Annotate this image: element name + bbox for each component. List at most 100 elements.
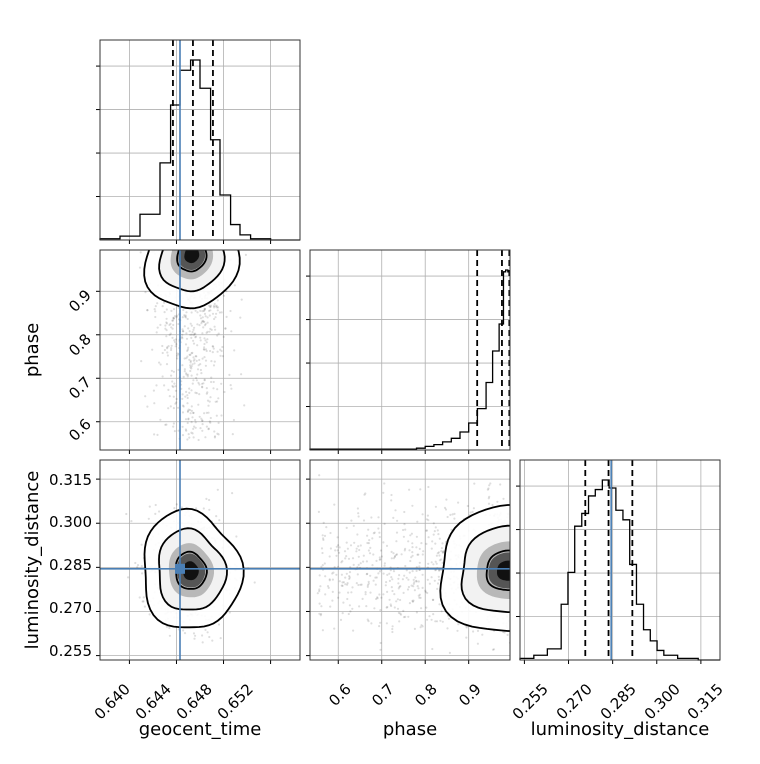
sample-point: [184, 343, 188, 346]
sample-point: [204, 315, 207, 318]
sample-point: [169, 332, 172, 335]
sample-point: [190, 374, 193, 377]
sample-point: [192, 427, 195, 430]
sample-point: [368, 539, 371, 542]
sample-point: [399, 585, 402, 588]
sample-point: [347, 591, 350, 594]
sample-point: [196, 373, 199, 376]
contour-line: [439, 504, 510, 632]
sample-point: [392, 570, 396, 573]
sample-point: [349, 566, 352, 569]
sample-point: [372, 553, 375, 556]
sample-point: [199, 363, 202, 366]
sample-point: [436, 587, 439, 591]
sample-point: [156, 302, 159, 305]
sample-point: [447, 617, 451, 620]
sample-point: [185, 311, 188, 314]
sample-point: [373, 531, 376, 534]
sample-point: [154, 503, 157, 507]
sample-point: [400, 553, 403, 556]
sample-point: [378, 531, 381, 534]
sample-point: [217, 332, 220, 335]
sample-point: [194, 332, 197, 335]
sample-point: [371, 537, 374, 540]
sample-point: [187, 417, 190, 420]
sample-point: [412, 578, 415, 582]
sample-point: [329, 605, 332, 608]
sample-point: [336, 536, 339, 539]
sample-point: [451, 513, 454, 516]
sample-point: [392, 552, 395, 555]
density-level: [183, 561, 199, 581]
sample-point: [175, 401, 178, 404]
sample-point: [438, 559, 441, 562]
sample-point: [389, 569, 392, 572]
sample-point: [438, 537, 441, 540]
y-tick-label: 0.255: [49, 642, 92, 660]
sample-point: [212, 345, 215, 348]
sample-point: [390, 586, 393, 589]
sample-point: [199, 368, 202, 372]
sample-point: [352, 629, 355, 632]
sample-point: [396, 519, 399, 522]
sample-point: [465, 626, 468, 629]
sample-point: [374, 583, 377, 586]
sample-point: [190, 431, 193, 434]
sample-point: [417, 580, 420, 583]
sample-point: [209, 305, 212, 308]
sample-point: [391, 589, 394, 593]
sample-point: [199, 317, 203, 320]
y-tick-label: 0.270: [49, 599, 92, 617]
sample-point: [412, 585, 415, 588]
sample-point: [201, 310, 204, 313]
sample-point: [183, 315, 187, 318]
sample-point: [194, 355, 197, 358]
sample-point: [194, 421, 197, 424]
sample-point: [435, 562, 438, 565]
sample-point: [191, 382, 194, 385]
sample-point: [203, 320, 206, 323]
sample-point: [230, 330, 233, 333]
sample-point: [410, 532, 413, 535]
sample-point: [184, 428, 187, 431]
sample-point: [190, 367, 193, 370]
sample-point: [363, 493, 366, 496]
sample-point: [352, 524, 355, 528]
sample-point: [143, 605, 146, 608]
sample-point: [384, 584, 387, 587]
sample-point: [187, 418, 190, 421]
sample-point: [440, 550, 443, 553]
sample-point: [341, 560, 344, 563]
sample-point: [403, 523, 406, 526]
sample-point: [411, 542, 414, 545]
sample-point: [346, 547, 349, 550]
sample-point: [332, 571, 335, 574]
sample-point: [197, 364, 200, 367]
sample-point: [215, 304, 218, 307]
sample-point: [154, 512, 157, 516]
sample-point: [203, 307, 207, 311]
sample-point: [426, 591, 429, 595]
sample-point: [231, 492, 234, 495]
sample-point: [404, 564, 407, 568]
sample-point: [333, 627, 336, 630]
sample-point: [172, 385, 175, 389]
sample-point: [359, 562, 362, 565]
sample-point: [201, 386, 204, 389]
sample-point: [176, 354, 179, 357]
sample-point: [190, 365, 193, 368]
sample-point: [231, 433, 234, 436]
sample-point: [362, 560, 365, 563]
sample-point: [198, 383, 201, 386]
sample-point: [213, 436, 216, 439]
sample-point: [201, 429, 204, 432]
panel-frame: [309, 459, 511, 661]
sample-point: [138, 266, 142, 269]
sample-point: [415, 580, 418, 583]
sample-point: [357, 515, 360, 518]
sample-point: [499, 483, 502, 486]
sample-point: [161, 344, 164, 348]
sample-point: [425, 542, 428, 546]
sample-point: [424, 590, 427, 594]
sample-point: [370, 622, 373, 625]
